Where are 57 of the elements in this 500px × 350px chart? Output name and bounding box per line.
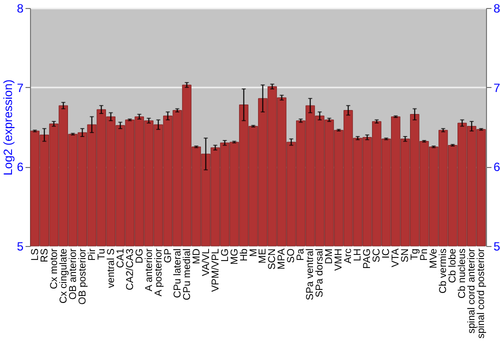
x-tick-label: MPA [276, 248, 288, 270]
x-tick-label: GP [162, 248, 174, 263]
x-tick-label: DM [324, 248, 336, 264]
x-tick-label: LS [30, 248, 41, 261]
x-tick-label: SPa dorsal [314, 248, 326, 298]
x-tick-label: Cb nucleus [457, 248, 468, 299]
y-axis-title: Log2 (expression) [0, 79, 15, 176]
x-tick-label: OB posterior [77, 248, 88, 305]
y-tick-label: 7 [16, 80, 24, 95]
x-tick-label: Cb lobe [448, 248, 459, 283]
x-tick-label: SN [400, 248, 412, 262]
y-tick-label: 5 [16, 240, 24, 254]
x-tick-label: Tu [96, 248, 108, 260]
x-tick-label: ME [258, 248, 269, 264]
x-tick-label: VMH [334, 248, 345, 271]
x-tick-label: A posterior [153, 248, 164, 296]
x-tick-label: CA2/CA3 [124, 248, 136, 290]
x-tick-label: Pa [296, 248, 307, 261]
x-tick-label: CA1 [115, 248, 126, 268]
x-tick-label: PAG [362, 248, 374, 269]
x-tick-label: SO [286, 248, 298, 263]
x-tick-label: VA/VL [200, 248, 212, 276]
x-tick-label: Cx cingulate [58, 248, 70, 304]
x-tick-label: spinal cord anterior [466, 248, 478, 334]
x-tick-label: CPu medial [182, 248, 193, 300]
x-tick-label: SC [372, 248, 383, 262]
x-tick-label: Cb vermis [438, 248, 450, 294]
y2-tick-label: 7 [494, 80, 500, 95]
y-tick-label: 6 [16, 160, 24, 174]
x-tick-label: RS [39, 248, 50, 262]
x-tick-label: SCN [267, 248, 278, 270]
x-tick-label: Tg [410, 248, 421, 260]
x-tick-label: Pir [86, 248, 98, 261]
x-tick-label: A anterior [144, 248, 155, 292]
y2-tick-label: 6 [494, 160, 500, 174]
x-tick-label: IC [381, 248, 392, 258]
x-tick-label: CPu lateral [172, 248, 184, 298]
x-tick-label: SPa ventral [305, 248, 316, 300]
x-tick-label: OB anterior [68, 248, 79, 300]
x-tick-label: VTA [390, 248, 402, 268]
x-tick-label: DG [134, 248, 146, 264]
x-tick-label: spinal cord posterior [476, 248, 488, 339]
x-tick-label: LH [352, 248, 364, 262]
x-tick-label: M [248, 248, 260, 257]
x-tick-label: LG [220, 248, 231, 262]
x-tick-label: Cx motor [48, 248, 60, 290]
x-tick-label: ventral S [106, 248, 117, 288]
x-tick-label: MVe [428, 248, 440, 269]
x-tick-label: Hb [238, 248, 250, 262]
x-tick-label: MG [229, 248, 240, 265]
y-tick-label: 8 [16, 2, 24, 16]
x-tick-label: VPM/VPL [210, 248, 222, 292]
y2-tick-label: 8 [494, 2, 500, 16]
x-tick-label: Arc [343, 248, 354, 264]
x-tick-label: Pn [419, 248, 430, 261]
x-tick-label: MD [191, 248, 202, 264]
y2-tick-label: 5 [494, 240, 500, 254]
